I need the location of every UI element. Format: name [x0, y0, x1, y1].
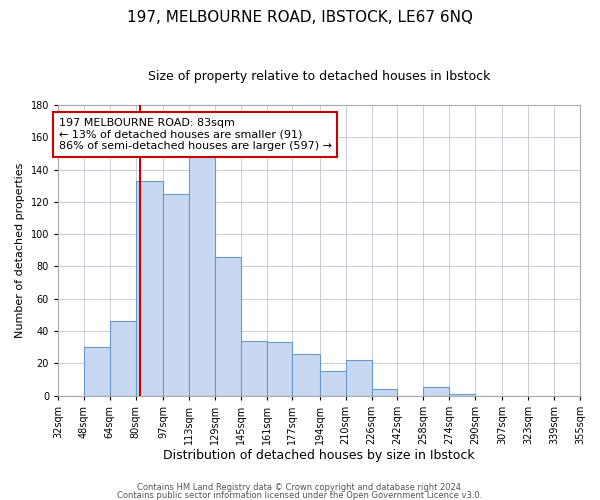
Bar [241, 340, 266, 396]
Text: 197 MELBOURNE ROAD: 83sqm
← 13% of detached houses are smaller (91)
86% of semi-: 197 MELBOURNE ROAD: 83sqm ← 13% of detac… [59, 118, 332, 151]
Bar [189, 156, 215, 396]
Bar [215, 256, 241, 396]
Bar [136, 181, 163, 396]
Title: Size of property relative to detached houses in Ibstock: Size of property relative to detached ho… [148, 70, 490, 83]
Y-axis label: Number of detached properties: Number of detached properties [15, 162, 25, 338]
X-axis label: Distribution of detached houses by size in Ibstock: Distribution of detached houses by size … [163, 450, 475, 462]
Bar [449, 394, 475, 396]
Bar [84, 347, 110, 396]
Bar [163, 194, 189, 396]
Bar [423, 388, 449, 396]
Text: Contains HM Land Registry data © Crown copyright and database right 2024.: Contains HM Land Registry data © Crown c… [137, 483, 463, 492]
Bar [266, 342, 292, 396]
Bar [371, 389, 397, 396]
Text: Contains public sector information licensed under the Open Government Licence v3: Contains public sector information licen… [118, 490, 482, 500]
Bar [110, 322, 136, 396]
Text: 197, MELBOURNE ROAD, IBSTOCK, LE67 6NQ: 197, MELBOURNE ROAD, IBSTOCK, LE67 6NQ [127, 10, 473, 25]
Bar [320, 372, 346, 396]
Bar [346, 360, 371, 396]
Bar [292, 354, 320, 396]
